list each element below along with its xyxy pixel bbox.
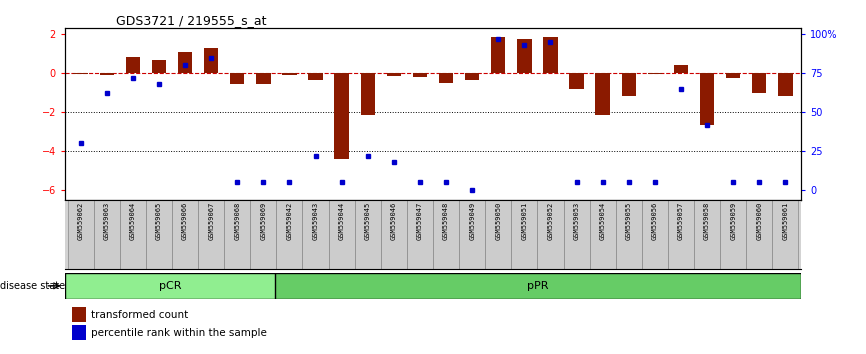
Bar	[145, 200, 172, 269]
Bar	[120, 200, 145, 269]
Bar	[94, 200, 120, 269]
Bar	[491, 37, 506, 73]
Text: GDS3721 / 219555_s_at: GDS3721 / 219555_s_at	[116, 14, 267, 27]
Bar	[596, 73, 610, 115]
Text: GSM559065: GSM559065	[156, 202, 162, 240]
Bar	[250, 200, 276, 269]
Text: GSM559054: GSM559054	[599, 202, 605, 240]
Bar	[772, 200, 798, 269]
Bar	[746, 200, 772, 269]
Text: GSM559051: GSM559051	[521, 202, 527, 240]
Bar	[386, 73, 401, 76]
Text: GSM559047: GSM559047	[417, 202, 423, 240]
Bar	[459, 200, 485, 269]
Bar	[198, 200, 224, 269]
Bar	[622, 73, 636, 96]
Bar	[275, 273, 801, 299]
Text: GSM559043: GSM559043	[313, 202, 319, 240]
Text: GSM559068: GSM559068	[234, 202, 240, 240]
Text: GSM559046: GSM559046	[391, 202, 397, 240]
Text: GSM559058: GSM559058	[704, 202, 710, 240]
Text: pCR: pCR	[158, 281, 181, 291]
Bar	[74, 73, 87, 74]
Bar	[668, 200, 694, 269]
Bar	[172, 200, 198, 269]
Bar	[230, 73, 244, 84]
Bar	[433, 200, 459, 269]
Bar	[334, 73, 349, 159]
Text: GSM559067: GSM559067	[208, 202, 214, 240]
Bar	[256, 73, 270, 84]
Bar	[360, 73, 375, 115]
Bar	[648, 73, 662, 74]
Text: GSM559042: GSM559042	[287, 202, 293, 240]
Bar	[694, 200, 721, 269]
Bar	[224, 200, 250, 269]
Bar	[752, 73, 766, 93]
Text: GSM559048: GSM559048	[443, 202, 449, 240]
Text: percentile rank within the sample: percentile rank within the sample	[92, 328, 268, 338]
Bar	[308, 73, 323, 80]
Bar	[538, 200, 564, 269]
Bar	[616, 200, 642, 269]
Bar	[465, 73, 480, 80]
Text: transformed count: transformed count	[92, 309, 189, 320]
Text: GSM559066: GSM559066	[182, 202, 188, 240]
Bar	[73, 325, 86, 340]
Text: GSM559063: GSM559063	[104, 202, 110, 240]
Bar	[282, 73, 297, 75]
Bar	[721, 200, 746, 269]
Text: pPR: pPR	[527, 281, 549, 291]
Bar	[413, 73, 427, 77]
Bar	[511, 200, 538, 269]
Text: GSM559069: GSM559069	[261, 202, 267, 240]
Bar	[564, 200, 590, 269]
Text: GSM559059: GSM559059	[730, 202, 736, 240]
Bar	[204, 48, 218, 73]
Text: disease state: disease state	[0, 281, 65, 291]
Bar	[68, 200, 94, 269]
Text: GSM559064: GSM559064	[130, 202, 136, 240]
Text: GSM559044: GSM559044	[339, 202, 345, 240]
Bar	[73, 307, 86, 322]
Bar	[543, 37, 558, 73]
Bar	[726, 73, 740, 78]
Bar	[381, 200, 407, 269]
Bar	[100, 73, 114, 75]
Bar	[517, 39, 532, 73]
Text: GSM559060: GSM559060	[756, 202, 762, 240]
Bar	[590, 200, 616, 269]
Bar	[302, 200, 328, 269]
Bar	[569, 73, 584, 89]
Text: GSM559053: GSM559053	[573, 202, 579, 240]
Text: GSM559050: GSM559050	[495, 202, 501, 240]
Text: GSM559057: GSM559057	[678, 202, 684, 240]
Text: GSM559052: GSM559052	[547, 202, 553, 240]
Bar	[674, 65, 688, 73]
Text: GSM559049: GSM559049	[469, 202, 475, 240]
Bar	[328, 200, 355, 269]
Bar	[276, 200, 302, 269]
Bar	[439, 73, 453, 83]
Bar	[407, 200, 433, 269]
Bar	[485, 200, 511, 269]
Text: GSM559061: GSM559061	[782, 202, 788, 240]
Text: GSM559062: GSM559062	[78, 202, 84, 240]
Text: GSM559045: GSM559045	[365, 202, 371, 240]
Bar	[779, 73, 792, 96]
Bar	[65, 273, 275, 299]
Bar	[152, 59, 166, 73]
Bar	[700, 73, 714, 125]
Text: GSM559056: GSM559056	[652, 202, 658, 240]
Text: GSM559055: GSM559055	[626, 202, 632, 240]
Bar	[355, 200, 381, 269]
Bar	[126, 57, 140, 73]
Bar	[178, 52, 192, 73]
Bar	[642, 200, 668, 269]
